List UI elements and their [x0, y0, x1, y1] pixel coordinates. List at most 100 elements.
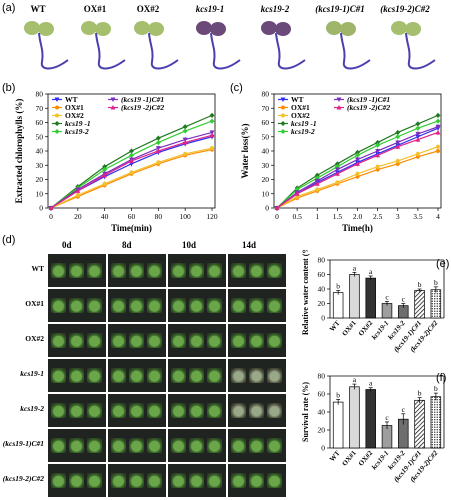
legend-label: OX#2: [291, 111, 310, 120]
day-label: 8d: [122, 240, 132, 250]
data-point: [334, 171, 340, 176]
plant-rosette: [207, 403, 222, 418]
bar: [414, 399, 425, 449]
plant-rosette: [87, 403, 102, 418]
plant-rosette: [51, 403, 66, 418]
plant-rosette: [129, 403, 144, 418]
legend-label: OX#1: [65, 103, 84, 112]
y-tick-label: 30: [36, 161, 44, 170]
y-axis-label: Relative water content (%): [301, 250, 310, 335]
plant-rosette: [147, 473, 162, 488]
plant-rosette: [87, 263, 102, 278]
row-label: OX#2: [25, 334, 44, 343]
day-label: 10d: [182, 240, 197, 250]
plant-rosette: [267, 403, 282, 418]
seedling-strip: WT OX#1 OX#2 kcs19-1 kcs19-2 (kcs19-1)C#1 (kcs…: [24, 4, 436, 70]
plant-rosette: [189, 263, 204, 278]
cotyledon: [210, 22, 226, 36]
category-label: OX#1: [341, 449, 359, 468]
plant-rosette: [171, 298, 186, 313]
data-point: [209, 132, 215, 138]
plant-rosette: [171, 368, 186, 383]
legend-label: WT: [65, 95, 78, 104]
category-label: WT: [328, 319, 342, 333]
seedling: [391, 21, 436, 70]
x-tick-label: 2.5: [373, 212, 383, 221]
x-tick-label: 0: [49, 212, 53, 221]
y-tick-label: 80: [318, 256, 326, 265]
root: [148, 32, 179, 70]
root: [38, 32, 69, 70]
plant-rosette: [147, 403, 162, 418]
y-tick-label: 30: [262, 161, 270, 170]
plant-rosette: [51, 298, 66, 313]
x-tick-label: 120: [206, 212, 218, 221]
day-label: 0d: [62, 240, 72, 250]
cotyledon: [405, 22, 421, 36]
data-point: [156, 160, 161, 165]
plant-rosette: [189, 438, 204, 453]
row-label: kcs19-1: [20, 369, 44, 378]
data-point: [435, 112, 441, 118]
legend-label: (kcs19 -1)C#1: [347, 95, 390, 104]
plant-rosette: [147, 263, 162, 278]
data-point: [375, 149, 381, 154]
root: [340, 32, 371, 70]
significance-letter: b: [418, 280, 422, 289]
data-point: [415, 134, 421, 140]
data-point: [209, 112, 215, 118]
legend-label: OX#2: [65, 111, 84, 120]
x-tick-label: 80: [155, 212, 163, 221]
x-tick-label: 40: [101, 212, 109, 221]
plant-rosette: [189, 368, 204, 383]
bar: [349, 386, 360, 449]
y-tick-label: 60: [318, 390, 326, 399]
plant-rosette: [267, 473, 282, 488]
y-axis-label: Extracted chlorophylls (%): [14, 99, 24, 204]
x-tick-label: 1.5: [333, 212, 343, 221]
data-point: [102, 172, 108, 178]
data-point: [274, 205, 280, 210]
plant-rosette: [249, 368, 264, 383]
legend-label: (kcs19 -2)C#2: [347, 103, 390, 112]
data-point: [48, 205, 54, 210]
chart-c-water-loss: 0 10 20 30 40 50 60 70 80 0 0.5 1 1.5 2.0 2.5 3 3.5 4 Time…: [240, 90, 442, 233]
x-tick-label: 20: [74, 212, 82, 221]
data-point: [182, 137, 188, 143]
plant-rosette: [51, 438, 66, 453]
data-point: [75, 188, 81, 193]
seedling-label: OX#2: [137, 4, 160, 14]
y-tick-label: 50: [36, 132, 44, 141]
y-tick-label: 0: [265, 204, 269, 213]
plant-rosette: [231, 263, 246, 278]
plant-rosette: [267, 263, 282, 278]
y-axis-label: Survival rate (%): [301, 382, 310, 442]
x-tick-label: 3.5: [413, 212, 423, 221]
plant-rosette: [69, 473, 84, 488]
series-2: [49, 145, 214, 210]
seedling: [196, 21, 241, 70]
data-point: [210, 146, 214, 151]
bar: [332, 401, 344, 449]
data-point: [355, 152, 360, 158]
data-point: [102, 181, 107, 186]
day-label: 14d: [242, 240, 257, 250]
y-tick-label: 80: [318, 372, 326, 381]
legend-marker: [55, 113, 59, 118]
bar: [332, 292, 344, 319]
data-point: [102, 167, 108, 173]
data-point: [355, 161, 360, 166]
x-tick-label: 0: [275, 212, 279, 221]
chart-e-relative-water-content: 0 20 40 60 80 Relative water content (%) b WT a O…: [301, 250, 445, 354]
plant-rosette: [231, 473, 246, 488]
series-4: [274, 118, 441, 211]
significance-letter: c: [385, 413, 389, 422]
legend-marker: [281, 105, 285, 110]
data-point: [294, 191, 300, 196]
plant-rosette: [189, 473, 204, 488]
x-axis-label: Time(min): [111, 223, 152, 233]
legend-marker: [281, 113, 285, 118]
row-label: WT: [31, 264, 44, 273]
plant-rosette: [249, 333, 264, 348]
